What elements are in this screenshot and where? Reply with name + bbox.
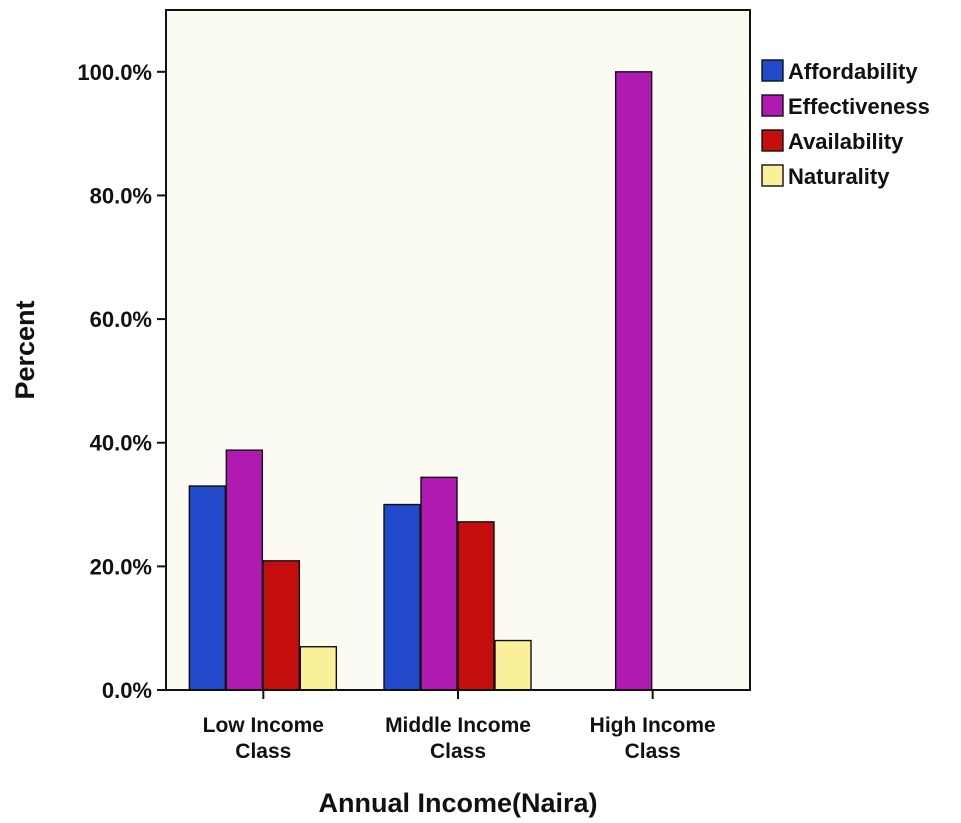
y-axis-title: Percent [10, 300, 40, 399]
legend-swatch-availability [761, 129, 784, 152]
x-tick-label: Middle Income [385, 714, 531, 737]
x-tick-label: High Income [590, 714, 716, 737]
bar-naturality-1 [494, 639, 532, 691]
y-tick-label: 80.0% [90, 183, 152, 208]
bar-availability-1 [457, 521, 495, 691]
x-tick-label: Class [625, 740, 681, 763]
bar-naturality-0 [299, 646, 338, 691]
bar-effectiveness-2 [614, 71, 653, 691]
bar-availability-0 [262, 560, 301, 691]
y-tick-label: 100.0% [77, 60, 152, 85]
x-axis-title: Annual Income(Naira) [318, 788, 597, 818]
bar-effectiveness-0 [225, 449, 264, 691]
bar-effectiveness-1 [420, 476, 458, 691]
bar-affordability-0 [188, 485, 227, 691]
y-tick-label: 20.0% [90, 554, 152, 579]
legend-label-naturality: Naturality [788, 164, 890, 189]
legend-swatch-effectiveness [761, 94, 784, 117]
x-tick-label: Class [235, 740, 291, 763]
legend-label-availability: Availability [788, 129, 904, 154]
legend-swatch-naturality [761, 164, 784, 187]
legend: Affordability Effectiveness Availability Na… [761, 59, 930, 189]
x-axis: Low Income Class Middle Income Class High In… [166, 689, 750, 763]
x-tick-label: Low Income [203, 714, 324, 737]
y-axis: 0.0% 20.0% 40.0% 60.0% 80.0% 100.0% [77, 10, 167, 703]
bars-group [188, 71, 653, 691]
x-tick-label: Class [430, 740, 486, 763]
legend-swatch-affordability [761, 59, 784, 82]
legend-label-affordability: Affordability [788, 59, 918, 84]
y-tick-label: 40.0% [90, 431, 152, 456]
bar-affordability-1 [383, 503, 421, 691]
legend-label-effectiveness: Effectiveness [788, 94, 930, 119]
y-tick-label: 0.0% [102, 678, 152, 703]
y-tick-label: 60.0% [90, 307, 152, 332]
